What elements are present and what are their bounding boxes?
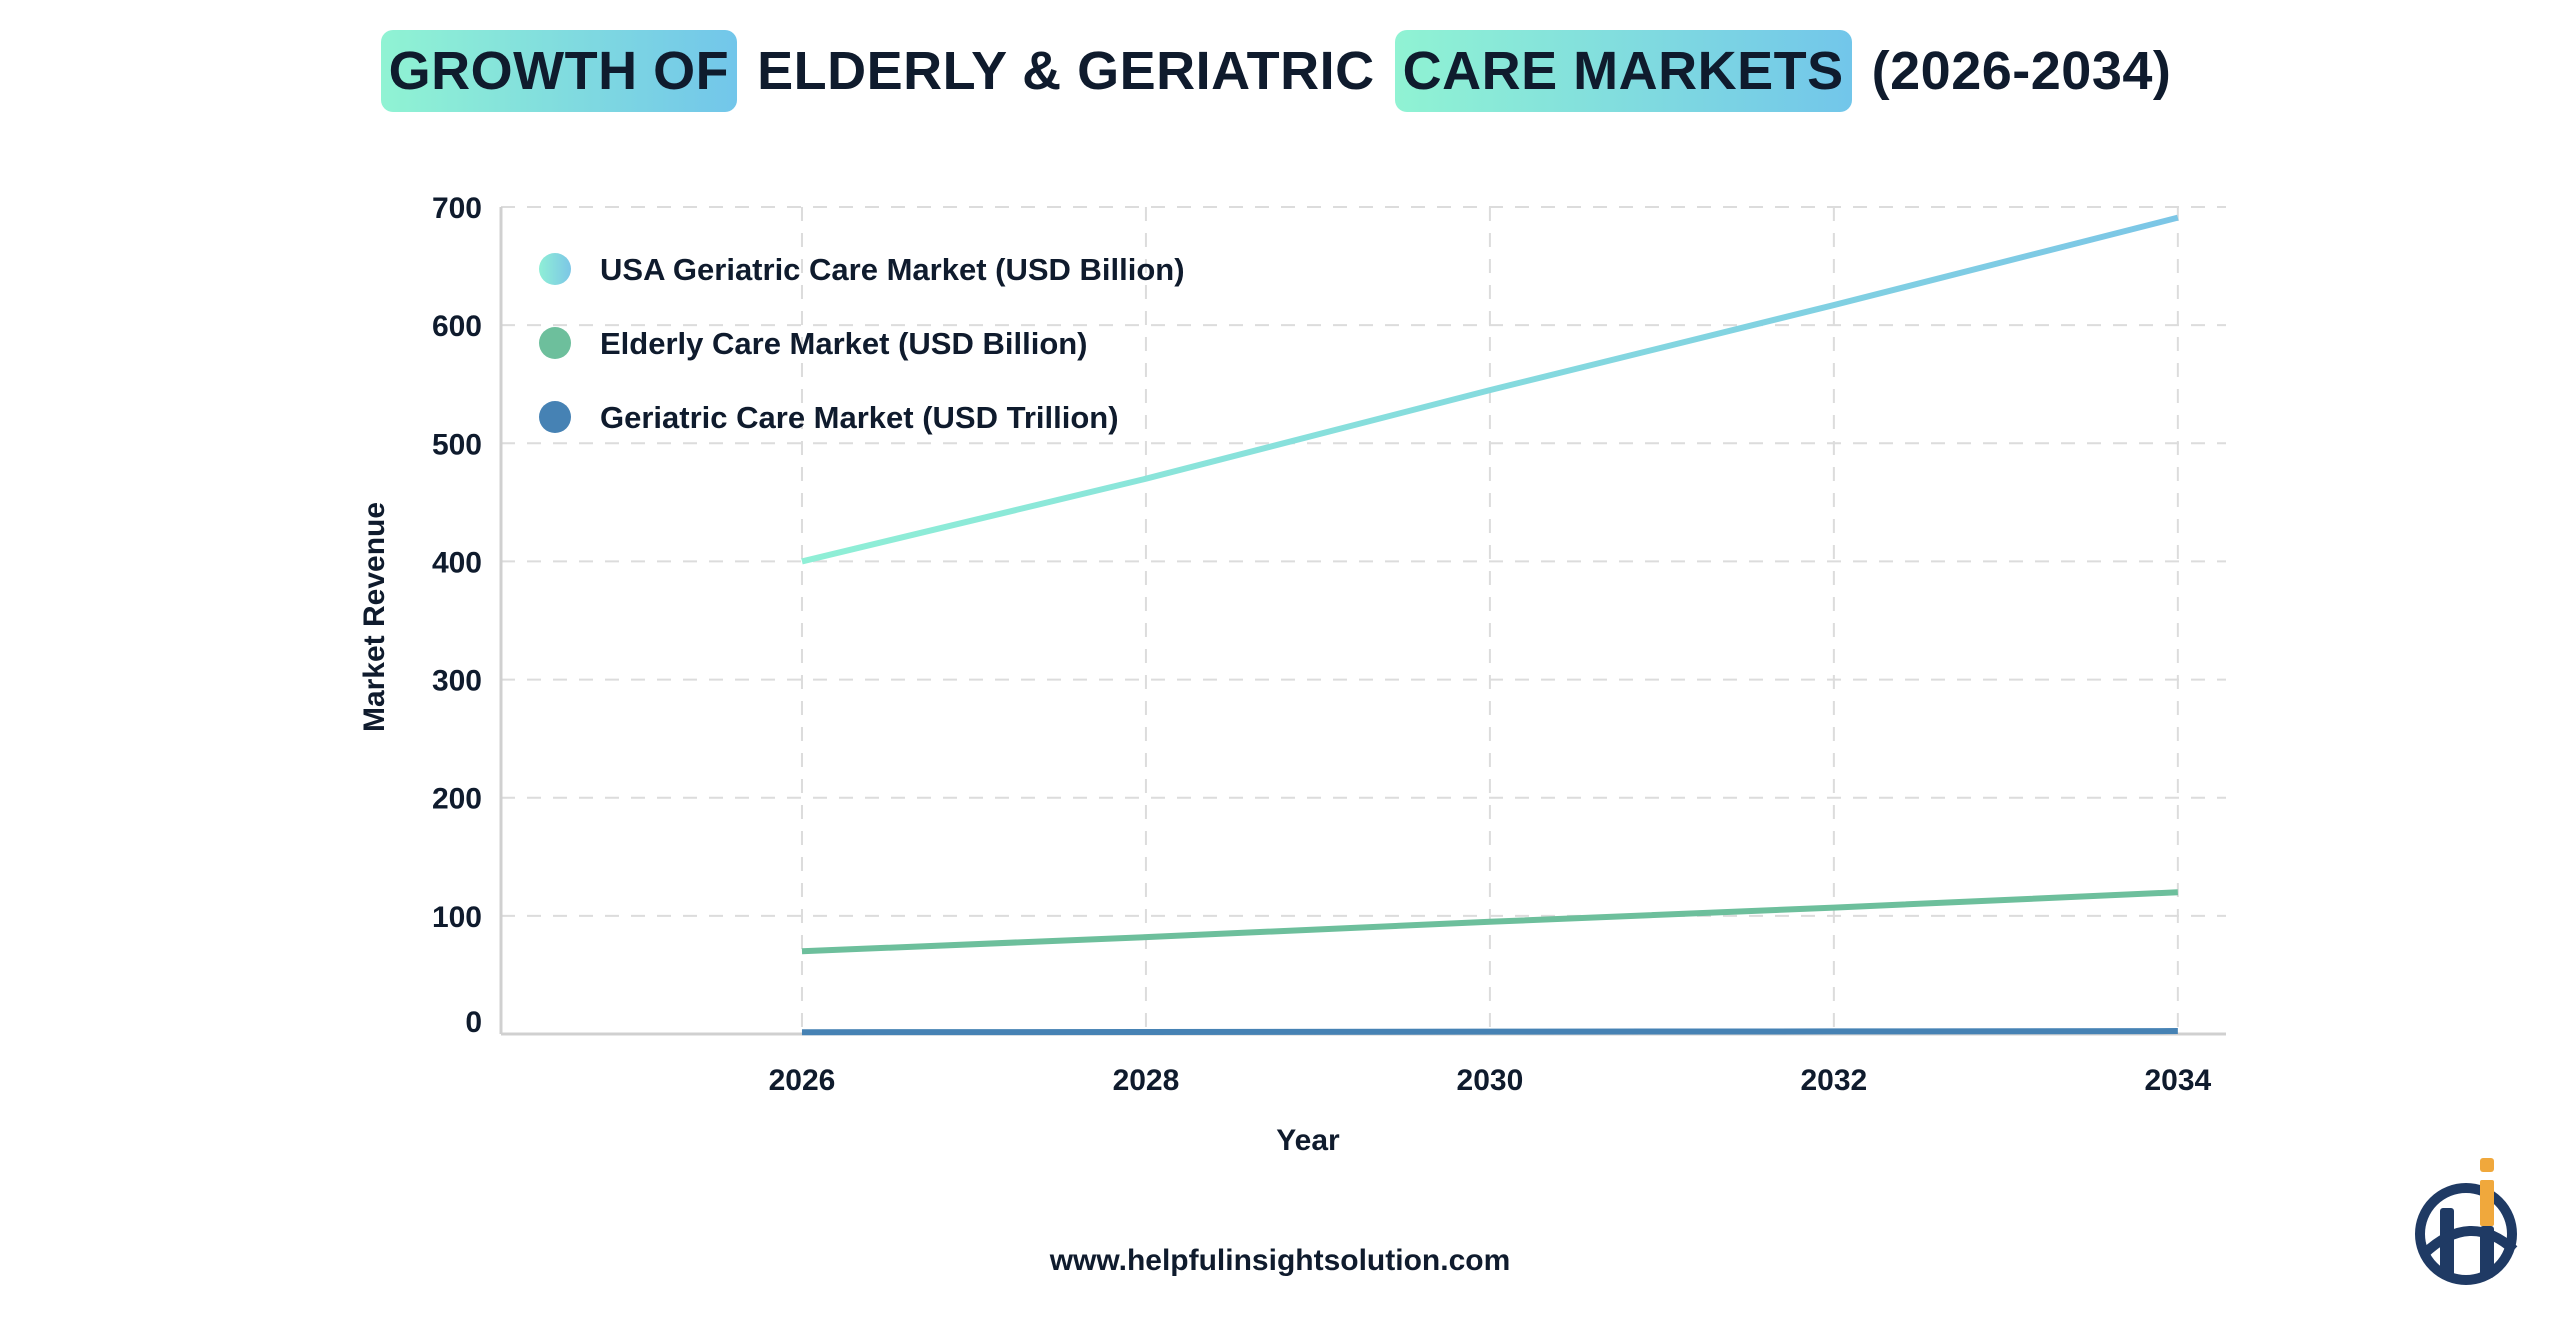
title-part: ELDERLY & GERIATRIC	[757, 41, 1375, 101]
y-tick-label: 200	[432, 783, 482, 816]
y-axis-label: Market Revenue	[358, 502, 391, 732]
y-tick-label: 0	[465, 1006, 482, 1039]
x-axis-label: Year	[1276, 1124, 1340, 1157]
y-tick-label: 300	[432, 665, 482, 698]
legend-label: Geriatric Care Market (USD Trillion)	[600, 400, 1119, 435]
x-tick-label: 2028	[1113, 1064, 1180, 1097]
y-tick-label: 100	[432, 901, 482, 934]
company-logo	[2415, 1158, 2518, 1285]
series-line	[801, 1028, 2178, 1036]
y-tick-label: 600	[432, 310, 482, 343]
x-tick-label: 2034	[2144, 1064, 2211, 1097]
legend-label: USA Geriatric Care Market (USD Billion)	[600, 252, 1185, 287]
title-part: (2026-2034)	[1871, 41, 2172, 101]
title-part-highlight: GROWTH OF	[380, 30, 738, 112]
legend-marker	[539, 253, 571, 285]
chart-title: GROWTH OF ELDERLY & GERIATRIC CARE MARKETS…	[0, 30, 2560, 112]
legend-marker	[539, 401, 571, 433]
x-tick-label: 2026	[769, 1064, 836, 1097]
series-line	[801, 214, 2179, 565]
series-line	[801, 889, 2178, 955]
website-url[interactable]: www.helpfulinsightsolution.com	[1049, 1244, 1511, 1277]
y-tick-label: 500	[432, 428, 482, 461]
x-tick-label: 2032	[1801, 1064, 1868, 1097]
x-tick-label: 2030	[1457, 1064, 1524, 1097]
y-tick-label: 400	[432, 546, 482, 579]
y-tick-label: 700	[432, 192, 482, 225]
legend-marker	[539, 327, 571, 359]
title-part-highlight: CARE MARKETS	[1394, 30, 1852, 112]
legend-label: Elderly Care Market (USD Billion)	[600, 326, 1088, 361]
